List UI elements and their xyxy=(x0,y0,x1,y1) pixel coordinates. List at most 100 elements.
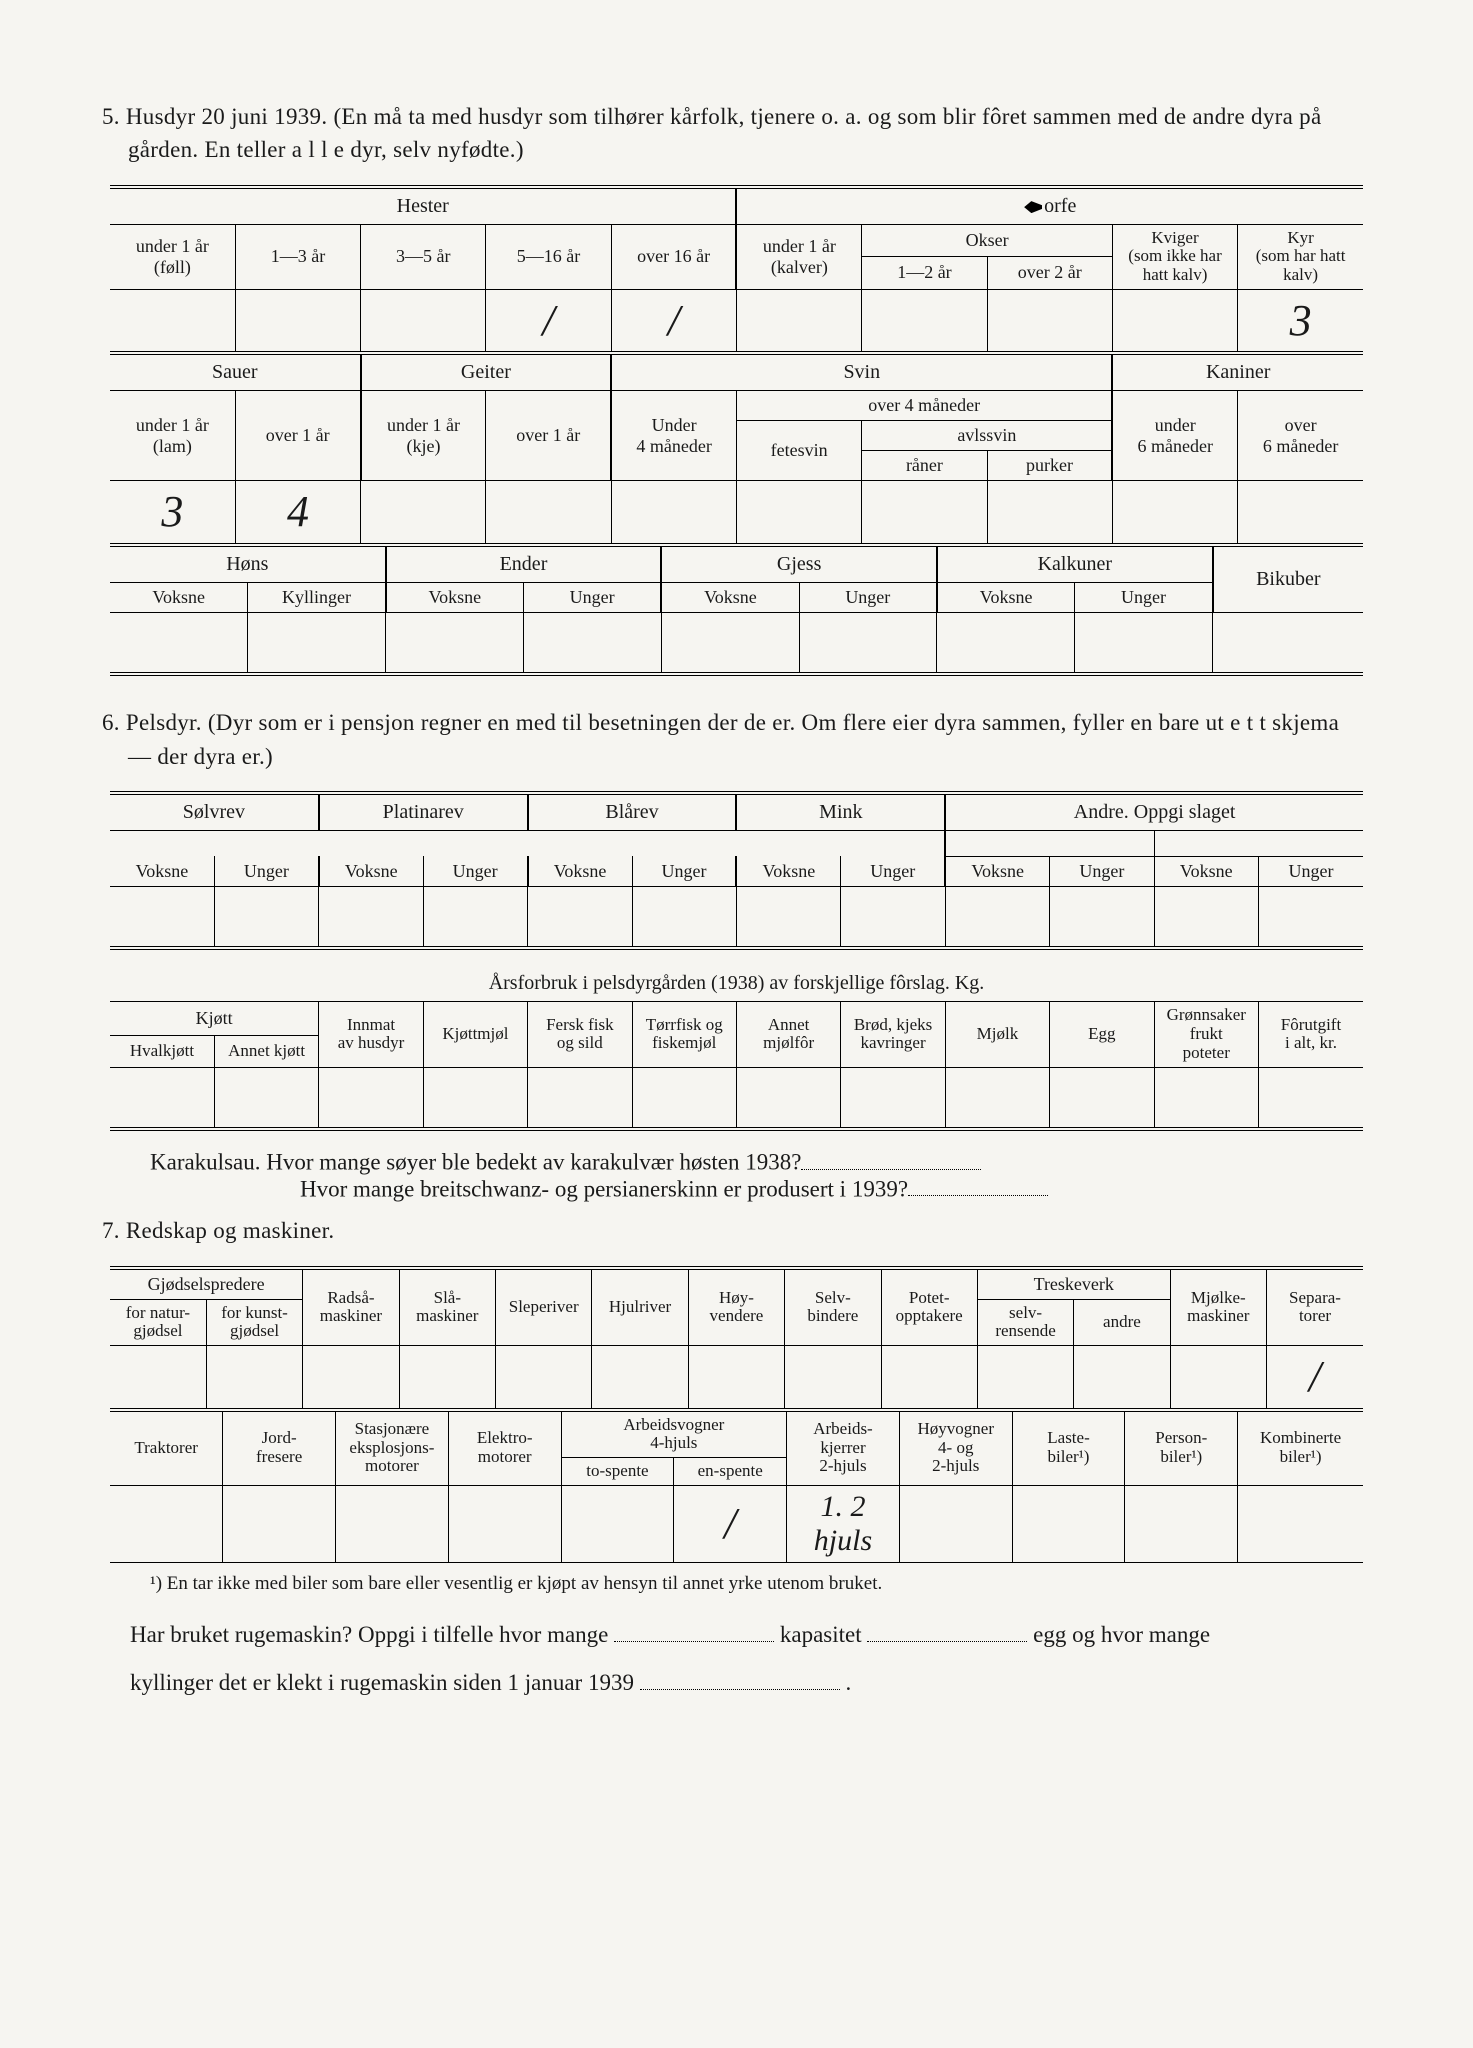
cell-5-2-6 xyxy=(862,481,987,543)
grp-mink: Mink xyxy=(736,793,945,831)
col-treske: Treskeverk xyxy=(977,1268,1170,1300)
r1v-11 xyxy=(1170,1346,1266,1408)
cell-5-3-8 xyxy=(1213,612,1363,674)
col-sauer-0: under 1 år (lam) xyxy=(110,391,235,481)
col-bikuber: Bikuber xyxy=(1213,545,1363,613)
fv-9 xyxy=(1050,1067,1154,1129)
col-gjodsel: Gjødselspredere xyxy=(110,1268,303,1300)
sub-6-1: Unger xyxy=(214,856,318,886)
r2r-3: Person- biler¹) xyxy=(1125,1410,1238,1486)
fv-3 xyxy=(423,1067,527,1129)
fv-11 xyxy=(1258,1067,1363,1129)
grp-geiter: Geiter xyxy=(361,353,612,391)
col-arbeidsvogner: Arbeidsvogner 4-hjuls xyxy=(561,1410,787,1458)
r2l-2: Stasjonære eksplosjons- motorer xyxy=(336,1410,449,1486)
grp-svin: Svin xyxy=(611,353,1112,391)
sub-6-9: Unger xyxy=(1050,856,1154,886)
r1v-6 xyxy=(688,1346,784,1408)
fv-10 xyxy=(1154,1067,1258,1129)
cell-5-3-3 xyxy=(523,612,661,674)
tr-sub-0: selv- rensende xyxy=(977,1299,1073,1345)
grp-sauer: Sauer xyxy=(110,353,361,391)
andre-blank-1 xyxy=(1154,830,1363,856)
storfe-mark-icon xyxy=(1024,201,1042,213)
kjott-sub-1: Annet kjøtt xyxy=(214,1036,318,1067)
table-fjorkre: Høns Ender Gjess Kalkuner Bikuber Voksne… xyxy=(110,543,1363,677)
fv-2 xyxy=(319,1067,423,1129)
table-hester-storfe: Hester orfe under 1 år (føll) 1—3 år 3—5… xyxy=(110,185,1363,352)
r1c-3: Hjulriver xyxy=(592,1268,688,1346)
cell-6-7 xyxy=(841,886,945,948)
col-sauer-1: over 1 år xyxy=(235,391,360,481)
sub-6-8: Voksne xyxy=(945,856,1049,886)
cell-5-3-4 xyxy=(661,612,799,674)
r1t-1: Separa- torer xyxy=(1267,1268,1364,1346)
cell-5-1-2 xyxy=(361,289,486,351)
rugemaskin-question: Har bruket rugemaskin? Oppgi i tilfelle … xyxy=(130,1611,1363,1708)
col-okser: Okser xyxy=(862,224,1113,257)
col-hester-0: under 1 år (føll) xyxy=(110,224,235,289)
r1v-7 xyxy=(785,1346,881,1408)
tr-sub-1: andre xyxy=(1074,1299,1170,1345)
r2v-3 xyxy=(448,1485,561,1562)
cell-6-5 xyxy=(632,886,736,948)
cell-6-11 xyxy=(1258,886,1363,948)
cell-5-1-5 xyxy=(736,289,861,351)
fc-6: Mjølk xyxy=(945,1002,1049,1067)
cell-5-1-7 xyxy=(987,289,1112,351)
karakul-q1: Karakulsau. Hvor mange søyer ble bedekt … xyxy=(150,1150,801,1175)
fv-8 xyxy=(945,1067,1049,1129)
cell-5-1-4: / xyxy=(611,289,736,351)
r2v-10 xyxy=(1238,1485,1363,1562)
col-hester-3: 5—16 år xyxy=(486,224,611,289)
fv-0 xyxy=(110,1067,214,1129)
r2r-4: Kombinerte biler¹) xyxy=(1238,1410,1363,1486)
col-kviger: Kviger (som ikke har hatt kalv) xyxy=(1112,224,1237,289)
r1v-10 xyxy=(1074,1346,1170,1408)
fv-7 xyxy=(841,1067,945,1129)
grp-solvrev: Sølvrev xyxy=(110,793,319,831)
section-5-heading: 5. Husdyr 20 juni 1939. (En må ta med hu… xyxy=(110,100,1363,167)
col-geiter-1: over 1 år xyxy=(486,391,611,481)
r2l-1: Jord- fresere xyxy=(223,1410,336,1486)
sub-5-3-0: Voksne xyxy=(110,582,248,612)
cell-5-1-9: 3 xyxy=(1238,289,1363,351)
table-redskap-1: Gjødselspredere Radså- maskiner Slå- mas… xyxy=(110,1266,1363,1408)
col-avlssvin: avlssvin xyxy=(862,421,1113,451)
col-kjott: Kjøtt xyxy=(110,1002,319,1036)
cell-6-9 xyxy=(1050,886,1154,948)
sub-6-11: Unger xyxy=(1258,856,1363,886)
r2v-1 xyxy=(223,1485,336,1562)
col-group-storfe: orfe xyxy=(736,187,1363,225)
sub-6-0: Voksne xyxy=(110,856,214,886)
r1v-3 xyxy=(399,1346,495,1408)
cell-5-2-2 xyxy=(361,481,486,543)
r1v-2 xyxy=(303,1346,399,1408)
fv-5 xyxy=(632,1067,736,1129)
cell-5-2-3 xyxy=(486,481,611,543)
col-geiter-0: under 1 år (kje) xyxy=(361,391,486,481)
cell-6-8 xyxy=(945,886,1049,948)
sub-5-3-1: Kyllinger xyxy=(248,582,386,612)
col-okser-0: 1—2 år xyxy=(862,257,987,290)
r1c-1: Slå- maskiner xyxy=(399,1268,495,1346)
forbruk-caption: Årsforbruk i pelsdyrgården (1938) av for… xyxy=(110,972,1363,995)
cell-5-3-5 xyxy=(799,612,937,674)
cell-5-3-2 xyxy=(386,612,524,674)
col-raner: råner xyxy=(862,451,987,481)
grp-kaniner: Kaniner xyxy=(1112,353,1363,391)
gj-sub-0: for natur- gjødsel xyxy=(110,1299,206,1345)
sub-6-4: Voksne xyxy=(528,856,632,886)
sub-5-3-2: Voksne xyxy=(386,582,524,612)
r2v-0 xyxy=(110,1485,223,1562)
andre-blank-0 xyxy=(945,830,1154,856)
fc-3: Tørrfisk og fiskemjøl xyxy=(632,1002,736,1067)
cell-5-1-3: / xyxy=(486,289,611,351)
r2v-9 xyxy=(1125,1485,1238,1562)
col-purker: purker xyxy=(987,451,1112,481)
cell-6-6 xyxy=(736,886,840,948)
arb-sub-0: to-spente xyxy=(561,1457,674,1485)
table-redskap-2: Traktorer Jord- fresere Stasjonære ekspl… xyxy=(110,1408,1363,1563)
grp-blarev: Blårev xyxy=(528,793,737,831)
table-sauer-geiter-svin-kaniner: Sauer Geiter Svin Kaniner under 1 år (la… xyxy=(110,351,1363,543)
